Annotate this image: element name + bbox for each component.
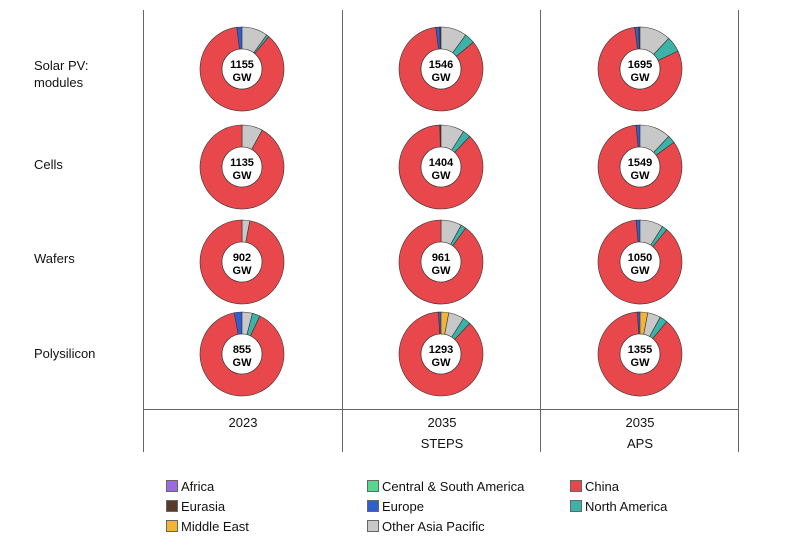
donut-total-value: 1135	[230, 157, 254, 169]
legend-label: Eurasia	[181, 499, 226, 514]
legend-swatch	[367, 520, 379, 532]
legend-item-other-asia-pacific: Other Asia Pacific	[367, 519, 485, 535]
col-label-2023: 2023	[144, 415, 342, 436]
donut-total-value: 1404	[429, 157, 454, 169]
row-label-wafers: Wafers	[34, 251, 75, 266]
legend-label: China	[585, 479, 619, 494]
legend-item-europe: Europe	[367, 499, 424, 515]
legend-swatch	[570, 500, 582, 512]
donut-hole	[420, 241, 462, 283]
donut-unit: GW	[631, 357, 651, 369]
donut-unit: GW	[432, 357, 452, 369]
donut-unit: GW	[233, 170, 253, 182]
col-year: 2035	[625, 415, 655, 430]
row-label-modules: Solar PV: modules	[34, 58, 89, 90]
legend-item-north-america: North America	[570, 499, 667, 515]
donut-unit: GW	[432, 265, 452, 277]
donut-unit: GW	[432, 72, 452, 84]
donut-total-value: 961	[432, 252, 450, 264]
donut-total-value: 1546	[429, 59, 453, 71]
legend-swatch	[166, 500, 178, 512]
frame-lines	[143, 10, 739, 452]
legend-label: North America	[585, 499, 668, 514]
donut-unit: GW	[233, 72, 253, 84]
donut-total-value: 1050	[628, 252, 652, 264]
donut-hole	[420, 333, 462, 375]
donut-hole	[619, 146, 661, 188]
col-label-2035-steps: 2035 STEPS	[343, 415, 541, 451]
donut-total-value: 1155	[230, 59, 254, 71]
donut-total-value: 902	[233, 252, 251, 264]
donut-total-value: 1293	[429, 344, 453, 356]
legend-item-china: China	[570, 479, 619, 495]
legend-swatch	[367, 480, 379, 492]
donut-unit: GW	[233, 265, 253, 277]
legend-item-africa: Africa	[166, 479, 214, 495]
donut-unit: GW	[233, 357, 253, 369]
col-scenario: STEPS	[420, 436, 464, 451]
donut-total-value: 1549	[628, 157, 652, 169]
legend-item-eurasia: Eurasia	[166, 499, 225, 515]
donut-total-value: 855	[233, 344, 251, 356]
donut-hole	[619, 48, 661, 90]
donut-total-value: 1355	[628, 344, 652, 356]
donut-unit: GW	[631, 72, 651, 84]
donut-unit: GW	[631, 170, 651, 182]
donut-total-value: 1695	[628, 59, 652, 71]
legend-label: Europe	[382, 499, 424, 514]
donut-grid: 1155GW1546GW1695GW1135GW1404GW1549GW902G…	[199, 26, 683, 397]
col-year: 2023	[228, 415, 258, 430]
row-label-cells: Cells	[34, 157, 63, 172]
legend-item-middle-east: Middle East	[166, 519, 249, 535]
donut-hole	[619, 241, 661, 283]
legend-swatch	[570, 480, 582, 492]
legend-item-central-south-america: Central & South America	[367, 479, 524, 495]
donut-hole	[420, 48, 462, 90]
row-label-polysilicon: Polysilicon	[34, 346, 96, 361]
col-label-2035-aps: 2035 APS	[541, 415, 739, 451]
legend-swatch	[166, 480, 178, 492]
donut-hole	[619, 333, 661, 375]
donut-hole	[420, 146, 462, 188]
legend-label: Middle East	[181, 519, 249, 534]
col-scenario: APS	[626, 436, 653, 451]
donut-unit: GW	[631, 265, 651, 277]
col-year: 2035	[427, 415, 457, 430]
donut-unit: GW	[432, 170, 452, 182]
donut-hole	[221, 333, 263, 375]
legend-swatch	[166, 520, 178, 532]
donut-hole	[221, 146, 263, 188]
legend-label: Africa	[181, 479, 215, 494]
donut-hole	[221, 241, 263, 283]
donut-hole	[221, 48, 263, 90]
legend-label: Other Asia Pacific	[382, 519, 485, 534]
legend-swatch	[367, 500, 379, 512]
legend-label: Central & South America	[382, 479, 525, 494]
